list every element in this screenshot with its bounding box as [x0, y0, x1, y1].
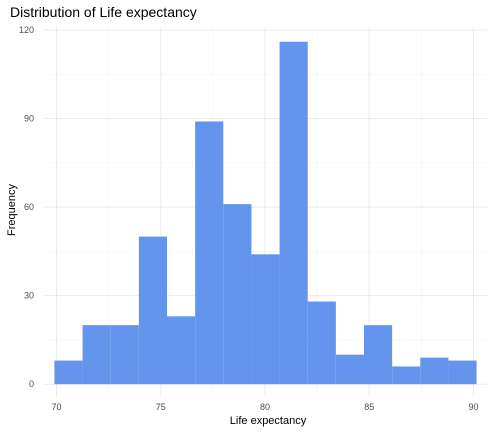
- histogram-bar: [448, 360, 477, 385]
- x-axis-ticks: 70 75 80 85 90: [52, 402, 479, 412]
- x-axis-title: Life expectancy: [230, 415, 307, 427]
- x-tick-label: 85: [364, 402, 374, 412]
- chart-title: Distribution of Life expectancy: [10, 4, 197, 20]
- y-tick-label: 0: [29, 379, 34, 389]
- histogram-bar: [307, 301, 336, 385]
- x-tick-label: 70: [52, 402, 62, 412]
- y-tick-label: 30: [24, 291, 34, 301]
- y-axis-title: Frequency: [6, 184, 18, 236]
- x-tick-label: 75: [156, 402, 166, 412]
- histogram-bars: [54, 41, 477, 385]
- histogram-bar: [195, 121, 224, 385]
- histogram-bar: [54, 360, 83, 385]
- histogram-bar: [251, 254, 280, 385]
- y-tick-label: 120: [19, 25, 34, 35]
- y-tick-label: 60: [24, 202, 34, 212]
- histogram-bar: [223, 204, 252, 385]
- y-tick-label: 90: [24, 114, 34, 124]
- x-tick-label: 90: [468, 402, 478, 412]
- histogram-bar: [110, 325, 139, 385]
- histogram-bar: [82, 325, 111, 385]
- histogram-bar: [392, 366, 421, 385]
- histogram-bar: [166, 316, 196, 385]
- histogram-bar: [279, 41, 308, 385]
- x-tick-label: 80: [260, 402, 270, 412]
- histogram-bar: [138, 236, 167, 385]
- histogram-bar: [420, 357, 449, 385]
- histogram-bar: [335, 354, 365, 385]
- histogram-bar: [364, 325, 393, 385]
- y-axis-ticks: 0 30 60 90 120: [19, 25, 34, 389]
